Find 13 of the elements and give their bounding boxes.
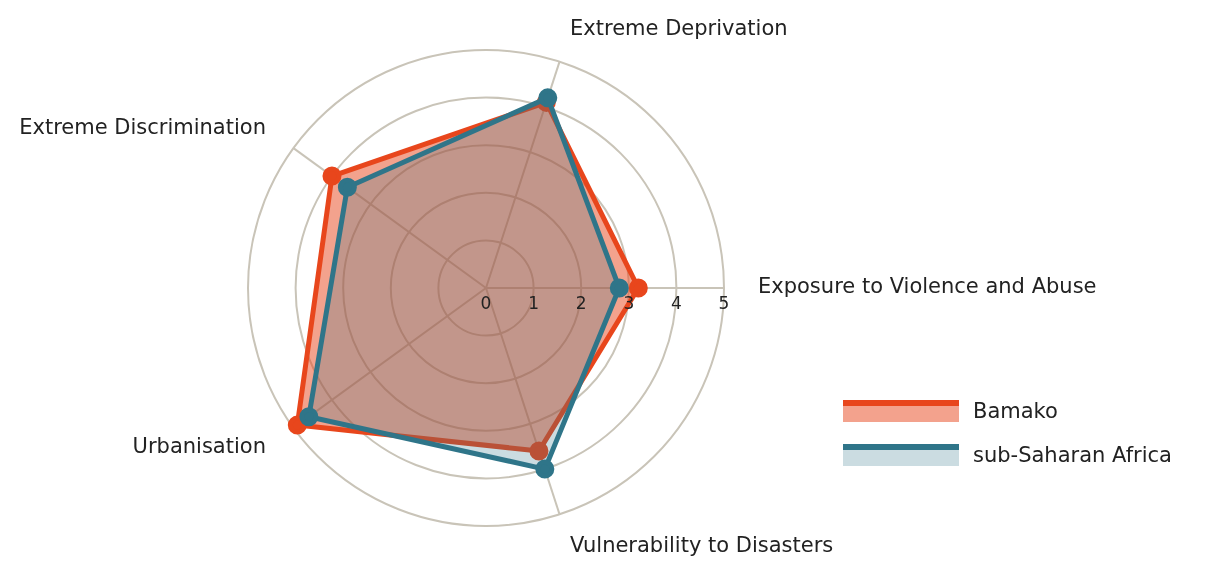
spoke-label: Extreme Discrimination bbox=[19, 114, 266, 139]
spoke-label: Exposure to Violence and Abuse bbox=[758, 274, 1097, 299]
text: sub-Saharan Africa bbox=[973, 443, 1172, 467]
y-tick-label: 0 bbox=[480, 292, 492, 313]
y-tick-label: 2 bbox=[575, 292, 587, 313]
text: Bamako bbox=[973, 399, 1058, 423]
y-tick-label: 4 bbox=[670, 292, 682, 313]
spoke-label: Vulnerability to Disasters bbox=[570, 533, 834, 558]
spoke-label: Extreme Deprivation bbox=[570, 15, 788, 40]
y-tick-label: 3 bbox=[623, 292, 635, 313]
y-tick-label: 1 bbox=[528, 292, 540, 313]
y-tick-label: 5 bbox=[718, 292, 730, 313]
spoke-label: Urbanisation bbox=[132, 434, 266, 459]
